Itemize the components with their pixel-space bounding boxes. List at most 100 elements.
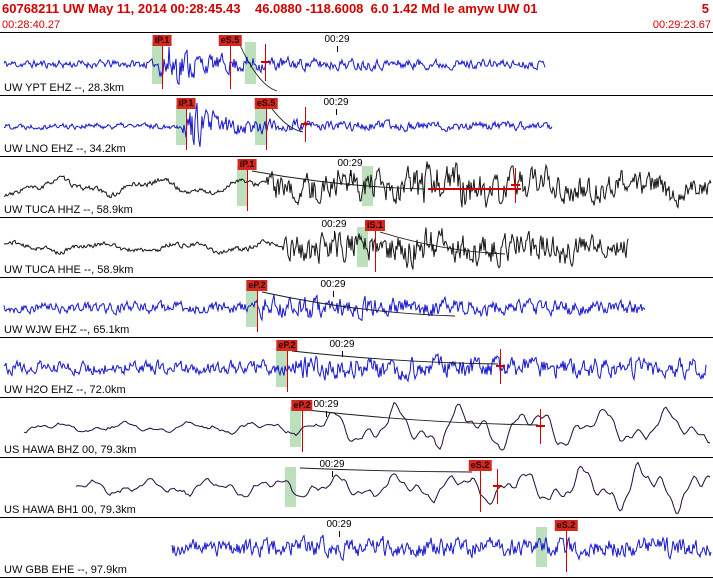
phase-pick-label[interactable]: eS.2 (468, 460, 492, 471)
waveform-canvas[interactable] (0, 398, 713, 457)
phase-pick-label[interactable]: iP.1 (152, 35, 172, 46)
phase-window-band (246, 287, 257, 327)
moveout-curve (299, 467, 473, 473)
phase-pick-label[interactable]: iS.1 (364, 220, 386, 231)
phase-window-band (276, 347, 287, 387)
minute-time-label: 00:29 (329, 339, 355, 350)
phase-pick-line[interactable] (257, 291, 258, 332)
trace-row[interactable]: iP.1 eS.5 00:29 UW LNO EHZ --, 34.2km (0, 96, 713, 157)
phase-pick-label[interactable]: eS.2 (554, 520, 578, 531)
waveform-canvas[interactable] (0, 96, 713, 156)
minute-time-label: 00:29 (313, 399, 339, 410)
phase-pick-label[interactable]: eS.5 (254, 98, 278, 109)
phase-pick-line[interactable] (287, 351, 288, 392)
phase-window-band (290, 407, 301, 447)
minute-tick (342, 351, 343, 357)
trace-row[interactable]: eS.2 00:29 UW GBB EHE --, 97.9km (0, 518, 713, 578)
waveform-canvas[interactable] (0, 218, 713, 277)
station-channel-label: UW WJW EHZ --, 65.1km (4, 324, 130, 336)
waveform-canvas[interactable] (0, 338, 713, 397)
predicted-arrival-marker (493, 469, 502, 504)
trace-row[interactable]: iS.1 00:29 UW TUCA HHE --, 58.9km (0, 218, 713, 278)
predicted-arrival-marker (511, 168, 520, 203)
residual-tick (496, 364, 505, 367)
waveform-trace (3, 353, 707, 383)
waveform-canvas[interactable] (0, 33, 713, 95)
phase-pick-label[interactable]: eP.2 (276, 340, 298, 351)
waveform-trace (23, 401, 711, 451)
moveout-curve (379, 231, 506, 255)
minute-time-label: 00:29 (323, 97, 349, 108)
station-channel-label: US HAWA BH1 00, 79.3km (4, 504, 136, 516)
minute-tick (326, 411, 327, 417)
phase-pick-line[interactable] (302, 411, 303, 452)
moveout-curve (291, 350, 499, 365)
residual-tick (493, 484, 502, 487)
phase-pick-label[interactable]: eP.2 (246, 280, 268, 291)
trace-row[interactable]: eS.2 00:29 US HAWA BH1 00, 79.3km (0, 458, 713, 518)
moveout-curve (239, 44, 278, 92)
minute-tick (332, 471, 333, 477)
phase-pick-label[interactable]: eS.5 (218, 35, 242, 46)
station-channel-label: UW LNO EHZ --, 34.2km (4, 143, 126, 155)
phase-pick-label[interactable]: iP.1 (237, 159, 257, 170)
event-flag: 5 (701, 1, 709, 16)
minute-tick (334, 231, 335, 237)
minute-time-label: 00:29 (319, 459, 345, 470)
predicted-arrival-marker (261, 44, 270, 81)
waveform-canvas[interactable] (0, 157, 713, 217)
phase-window-band (357, 227, 368, 267)
station-channel-label: UW GBB EHE --, 97.9km (4, 564, 127, 576)
waveform-trace (171, 534, 712, 562)
waveform-canvas[interactable] (0, 518, 713, 577)
station-channel-label: UW YPT EHZ --, 28.3km (4, 82, 125, 94)
phase-pick-line[interactable] (375, 231, 376, 272)
minute-time-label: 00:29 (324, 34, 350, 45)
moveout-curve (261, 291, 456, 317)
minute-tick (350, 170, 351, 176)
minute-time-label: 00:29 (320, 279, 346, 290)
trace-row[interactable]: eP.2 00:29 US HAWA BHZ 00, 79.3km (0, 398, 713, 458)
phase-pick-line[interactable] (186, 109, 187, 150)
waveform-trace (3, 102, 553, 147)
phase-pick-line[interactable] (162, 46, 163, 89)
trace-row[interactable]: iP.1 eS.5 00:29 UW YPT EHZ --, 28.3km (0, 33, 713, 96)
station-channel-label: UW TUCA HHZ --, 58.9km (4, 204, 133, 216)
phase-pick-line[interactable] (230, 46, 231, 89)
trace-row[interactable]: eP.2 00:29 UW WJW EHZ --, 65.1km (0, 278, 713, 338)
trace-row[interactable]: iP.1 00:29 UW TUCA HHZ --, 58.9km (0, 157, 713, 218)
waveform-canvas[interactable] (0, 278, 713, 337)
minute-tick (336, 109, 337, 115)
minute-time-label: 00:29 (326, 519, 352, 530)
station-channel-label: US HAWA BHZ 00, 79.3km (4, 444, 137, 456)
time-window-bar: 00:28:40.27 00:29:23.67 (0, 19, 713, 32)
waveform-trace (3, 227, 629, 270)
phase-pick-label[interactable]: iP.1 (176, 98, 196, 109)
phase-pick-label[interactable]: eP.2 (291, 400, 313, 411)
waveform-canvas[interactable] (0, 458, 713, 517)
residual-tick (301, 122, 310, 125)
predicted-arrival-marker (301, 107, 310, 142)
minute-time-label: 00:29 (321, 219, 347, 230)
trace-row[interactable]: eP.2 00:29 UW H2O EHZ --, 72.0km (0, 338, 713, 398)
moveout-curve (306, 409, 539, 426)
residual-tick (511, 183, 520, 186)
minute-time-label: 00:29 (337, 158, 363, 169)
phase-pick-line[interactable] (480, 471, 481, 512)
minute-tick (339, 531, 340, 537)
phase-pick-line[interactable] (247, 170, 248, 211)
residual-tick (536, 424, 545, 427)
window-start-time: 00:28:40.27 (2, 19, 61, 31)
minute-tick (337, 46, 338, 52)
station-channel-label: UW TUCA HHE --, 58.9km (4, 264, 134, 276)
station-channel-label: UW H2O EHZ --, 72.0km (4, 384, 126, 396)
event-summary: 60768211 UW May 11, 2014 00:28:45.43 46.… (2, 1, 538, 16)
minute-tick (333, 291, 334, 297)
phase-window-band (176, 105, 187, 145)
residual-tick (261, 60, 270, 63)
phase-pick-line[interactable] (566, 531, 567, 572)
phase-pick-line[interactable] (266, 109, 267, 150)
amplitude-span-line (428, 188, 521, 190)
window-end-time: 00:29:23.67 (652, 19, 711, 31)
